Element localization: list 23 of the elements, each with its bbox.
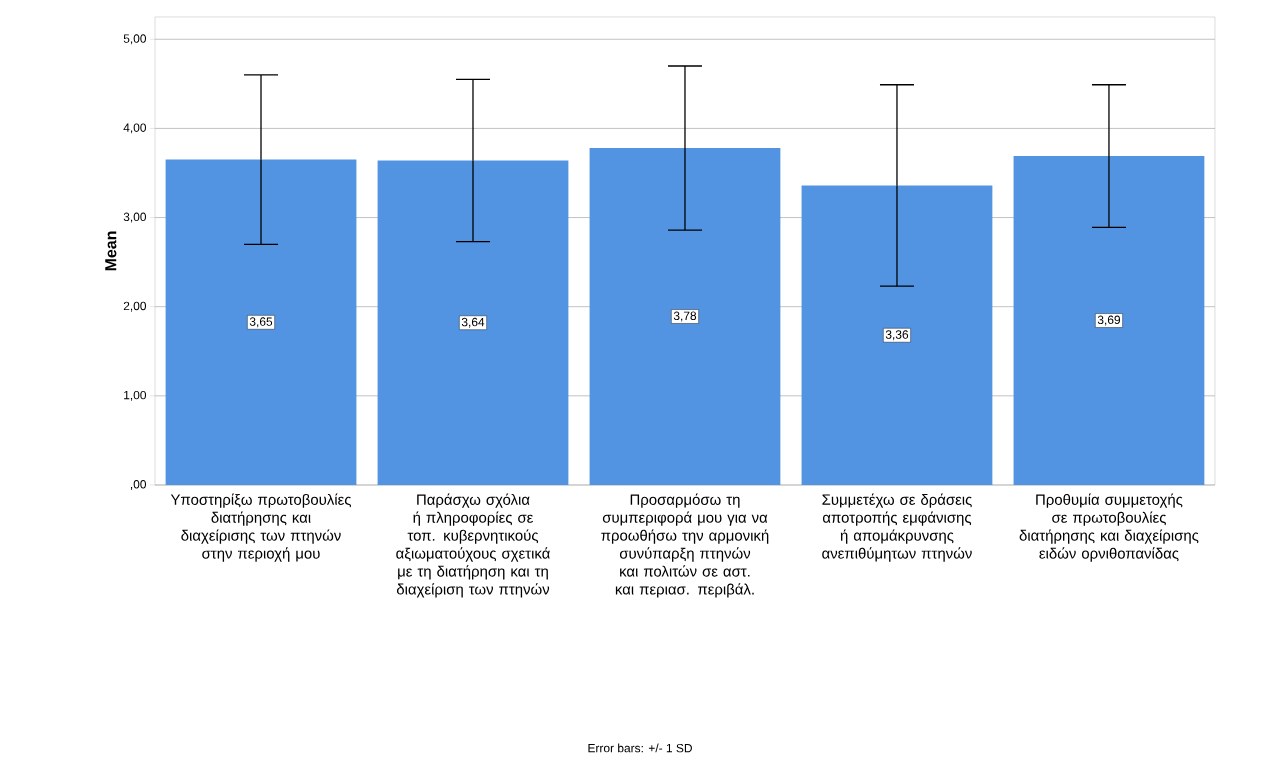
bar — [1013, 156, 1205, 485]
bar — [377, 160, 569, 485]
x-tick-label: Προθυμία συμμετοχής σε πρωτοβουλίες διατήρησης και διαχείρισης ειδών ορνιθοπανίδας — [1019, 493, 1199, 562]
text: Error bars: +/- 1 SD — [588, 743, 692, 753]
y-tick-label: 2,00 — [123, 301, 147, 312]
y-axis-title: Mean — [105, 231, 117, 271]
bar — [165, 159, 357, 485]
data-label: 3,64 — [461, 317, 485, 328]
x-tick-label: Υποστηρίξω πρωτοβουλίες διατήρησης και διαχείρισης των πτηνών στην περιοχή μου — [170, 493, 352, 562]
x-tick-label: Προσαρμόσω τη συμπεριφορά μου για να προωθήσω την αρμονική συνύπαρξη πτηνών και πολιτών σε αστ. και περιασ. περιβάλ. — [601, 493, 769, 598]
bar — [801, 185, 993, 485]
bar — [589, 148, 781, 485]
x-tick-label: Παράσχω σχόλια ή πληροφορίες σε τοπ. κυβερνητικούς αξιωματούχους σχετικά με τη διατήρηση και τη διαχείριση των πτηνών — [396, 493, 550, 598]
y-tick-label: ,00 — [130, 480, 147, 490]
x-tick-label: Συμμετέχω σε δράσεις αποτροπής εμφάνισης ή απομάκρυνσης ανεπιθύμητων πτηνών — [822, 493, 972, 562]
y-tick-label: 5,00 — [123, 34, 147, 45]
data-label: 3,36 — [885, 330, 909, 341]
y-tick-label: 4,00 — [123, 123, 147, 134]
data-label: 3,65 — [249, 317, 273, 328]
data-label: 3,78 — [673, 311, 697, 322]
data-label: 3,69 — [1097, 315, 1121, 326]
y-tick-label: 3,00 — [123, 212, 147, 223]
y-tick-label: 1,00 — [124, 390, 147, 401]
